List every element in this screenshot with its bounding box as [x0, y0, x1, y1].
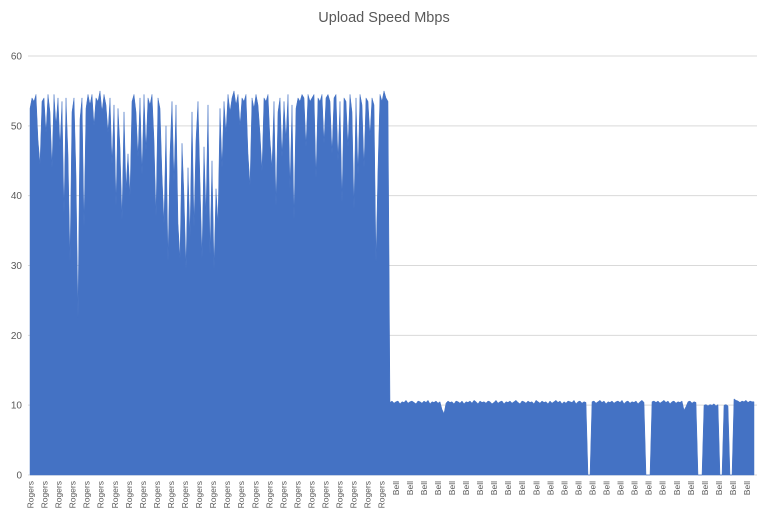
- x-tick-label: Rogers: [96, 481, 106, 508]
- x-tick-label: Bell: [658, 481, 668, 495]
- x-tick-label: Rogers: [208, 481, 218, 508]
- x-tick-label: Bell: [644, 481, 654, 495]
- x-tick-label: Rogers: [307, 481, 317, 508]
- x-tick-label: Rogers: [82, 481, 92, 508]
- x-tick-label: Rogers: [363, 481, 373, 508]
- x-tick-label: Rogers: [236, 481, 246, 508]
- y-tick-label: 50: [11, 121, 23, 132]
- x-tick-label: Bell: [559, 481, 569, 495]
- x-tick-label: Bell: [391, 481, 401, 495]
- series-area-upload-speed: [29, 90, 755, 476]
- x-tick-label: Bell: [602, 481, 612, 495]
- x-tick-label: Bell: [588, 481, 598, 495]
- x-tick-label: Bell: [517, 481, 527, 495]
- x-tick-label: Rogers: [264, 481, 274, 508]
- y-tick-label: 60: [11, 52, 23, 63]
- y-axis-labels: 0 10 20 30 40 50 60: [11, 52, 23, 482]
- y-tick-label: 30: [11, 261, 23, 272]
- x-tick-label: Bell: [433, 481, 443, 495]
- x-tick-label: Rogers: [110, 481, 120, 508]
- x-tick-label: Bell: [489, 481, 499, 495]
- x-tick-label: Bell: [630, 481, 640, 495]
- x-tick-label: Bell: [447, 481, 457, 495]
- x-tick-label: Bell: [419, 481, 429, 495]
- chart-title: Upload Speed Mbps: [318, 10, 450, 26]
- x-tick-label: Bell: [461, 481, 471, 495]
- y-tick-label: 40: [11, 191, 23, 202]
- x-tick-label: Bell: [672, 481, 682, 495]
- x-tick-label: Rogers: [377, 481, 387, 508]
- y-tick-label: 20: [11, 331, 23, 342]
- x-tick-label: Rogers: [166, 481, 176, 508]
- x-tick-label: Rogers: [194, 481, 204, 508]
- x-tick-label: Bell: [700, 481, 710, 495]
- x-tick-label: Bell: [531, 481, 541, 495]
- x-tick-label: Rogers: [152, 481, 162, 508]
- x-tick-label: Rogers: [124, 481, 134, 508]
- x-tick-label: Bell: [503, 481, 513, 495]
- x-tick-label: Bell: [475, 481, 485, 495]
- x-tick-label: Bell: [686, 481, 696, 495]
- x-tick-label: Bell: [405, 481, 415, 495]
- x-tick-label: Bell: [573, 481, 583, 495]
- y-tick-label: 0: [16, 471, 22, 482]
- x-tick-label: Rogers: [68, 481, 78, 508]
- y-tick-label: 10: [11, 401, 23, 412]
- x-tick-label: Bell: [616, 481, 626, 495]
- x-tick-label: Rogers: [40, 481, 50, 508]
- x-tick-label: Rogers: [222, 481, 232, 508]
- x-tick-label: Bell: [742, 481, 752, 495]
- x-tick-label: Rogers: [26, 481, 36, 508]
- x-axis-labels: Rogers Rogers Rogers Rogers Rogers Rogers Roge…: [26, 481, 753, 509]
- x-tick-label: Bell: [714, 481, 724, 495]
- x-tick-label: Bell: [728, 481, 738, 495]
- x-tick-label: Rogers: [321, 481, 331, 508]
- x-tick-label: Bell: [545, 481, 555, 495]
- x-tick-label: Rogers: [335, 481, 345, 508]
- x-tick-label: Rogers: [292, 481, 302, 508]
- x-tick-label: Rogers: [278, 481, 288, 508]
- x-tick-label: Rogers: [250, 481, 260, 508]
- x-tick-label: Rogers: [349, 481, 359, 508]
- x-tick-label: Rogers: [138, 481, 148, 508]
- x-tick-label: Rogers: [180, 481, 190, 508]
- x-tick-label: Rogers: [54, 481, 64, 508]
